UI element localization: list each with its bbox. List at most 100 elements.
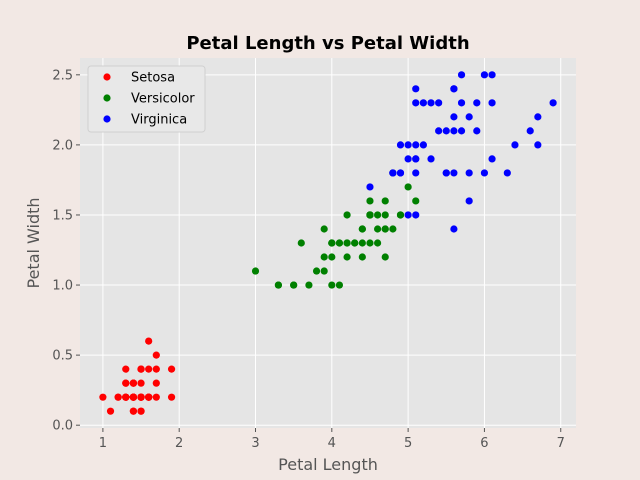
- data-point-versicolor: [320, 267, 328, 275]
- data-point-versicolor: [297, 239, 305, 247]
- data-point-virginica: [427, 155, 435, 163]
- data-point-versicolor: [335, 239, 344, 247]
- data-point-versicolor: [366, 197, 374, 205]
- data-point-setosa: [129, 393, 138, 401]
- data-point-virginica: [534, 141, 542, 149]
- x-tick-label: 3: [251, 436, 259, 451]
- data-point-virginica: [442, 127, 450, 135]
- data-point-virginica: [465, 113, 473, 121]
- data-point-virginica: [396, 169, 405, 177]
- data-point-versicolor: [328, 239, 336, 247]
- data-point-setosa: [152, 379, 160, 387]
- data-point-versicolor: [389, 225, 397, 233]
- legend-marker-setosa: [103, 73, 111, 81]
- legend-marker-virginica: [103, 115, 111, 123]
- data-point-versicolor: [274, 281, 282, 289]
- data-point-virginica: [412, 155, 420, 163]
- data-point-virginica: [465, 169, 473, 177]
- data-point-virginica: [412, 85, 420, 93]
- data-point-setosa: [122, 365, 130, 373]
- x-tick-label: 4: [328, 436, 336, 451]
- data-point-versicolor: [412, 197, 420, 205]
- data-point-virginica: [404, 211, 412, 219]
- legend-marker-versicolor: [103, 94, 111, 102]
- data-point-virginica: [473, 99, 481, 107]
- legend-label-setosa: Setosa: [131, 71, 175, 86]
- x-axis-label: Petal Length: [278, 455, 378, 474]
- data-point-virginica: [488, 155, 496, 163]
- data-point-virginica: [435, 127, 443, 135]
- data-point-virginica: [534, 113, 542, 121]
- data-point-setosa: [145, 393, 153, 401]
- y-axis-label: Petal Width: [24, 197, 43, 288]
- data-point-virginica: [450, 85, 458, 93]
- data-point-virginica: [404, 155, 412, 163]
- data-point-setosa: [122, 379, 130, 387]
- data-point-virginica: [404, 141, 412, 149]
- data-point-virginica: [457, 127, 466, 135]
- y-tick-label: 1.0: [52, 279, 73, 294]
- data-point-versicolor: [366, 211, 374, 219]
- data-point-versicolor: [320, 253, 328, 261]
- y-tick-label: 1.5: [52, 208, 73, 223]
- data-point-setosa: [137, 365, 145, 373]
- legend-label-virginica: Virginica: [131, 113, 187, 128]
- legend: Setosa Versicolor Virginica: [87, 65, 206, 133]
- data-point-setosa: [152, 351, 160, 359]
- y-tick-label: 0.5: [52, 349, 73, 364]
- data-point-versicolor: [343, 253, 351, 261]
- data-point-setosa: [145, 337, 153, 345]
- data-point-virginica: [457, 99, 466, 107]
- data-point-setosa: [129, 379, 138, 387]
- data-point-versicolor: [381, 197, 389, 205]
- data-point-virginica: [465, 197, 473, 205]
- y-tick-label: 2.0: [52, 138, 73, 153]
- data-point-virginica: [412, 141, 420, 149]
- data-point-versicolor: [374, 239, 382, 247]
- data-point-virginica: [450, 225, 458, 233]
- x-tick-label: 2: [175, 436, 183, 451]
- y-tick-label: 2.5: [52, 68, 73, 83]
- legend-label-versicolor: Versicolor: [131, 92, 195, 107]
- data-point-versicolor: [381, 253, 389, 261]
- data-point-versicolor: [343, 239, 351, 247]
- data-point-virginica: [473, 127, 481, 135]
- data-point-versicolor: [381, 211, 389, 219]
- data-point-virginica: [396, 141, 405, 149]
- data-point-versicolor: [251, 267, 260, 275]
- data-point-versicolor: [335, 281, 344, 289]
- data-point-versicolor: [381, 225, 389, 233]
- data-point-versicolor: [366, 239, 374, 247]
- data-point-setosa: [99, 393, 107, 401]
- data-point-virginica: [450, 113, 458, 121]
- data-point-versicolor: [290, 281, 298, 289]
- data-point-versicolor: [305, 281, 313, 289]
- x-tick-label: 5: [404, 436, 412, 451]
- data-point-setosa: [152, 393, 160, 401]
- data-point-virginica: [412, 99, 420, 107]
- data-point-virginica: [412, 169, 420, 177]
- data-point-versicolor: [320, 225, 328, 233]
- data-point-versicolor: [374, 211, 382, 219]
- x-tick-label: 6: [480, 436, 488, 451]
- data-point-setosa: [167, 393, 176, 401]
- data-point-virginica: [442, 169, 450, 177]
- data-point-virginica: [488, 99, 496, 107]
- data-point-setosa: [145, 365, 153, 373]
- data-point-virginica: [488, 71, 496, 79]
- data-point-versicolor: [328, 281, 336, 289]
- data-point-versicolor: [358, 239, 366, 247]
- data-point-setosa: [129, 407, 138, 415]
- data-point-virginica: [526, 127, 534, 135]
- data-point-versicolor: [374, 225, 382, 233]
- data-point-versicolor: [404, 183, 412, 191]
- data-point-versicolor: [358, 225, 366, 233]
- data-point-virginica: [435, 99, 443, 107]
- data-point-versicolor: [312, 267, 321, 275]
- y-tick-label: 0.0: [52, 419, 73, 434]
- data-point-virginica: [457, 71, 466, 79]
- legend-box: [87, 65, 206, 133]
- data-point-setosa: [152, 365, 160, 373]
- data-point-setosa: [167, 365, 176, 373]
